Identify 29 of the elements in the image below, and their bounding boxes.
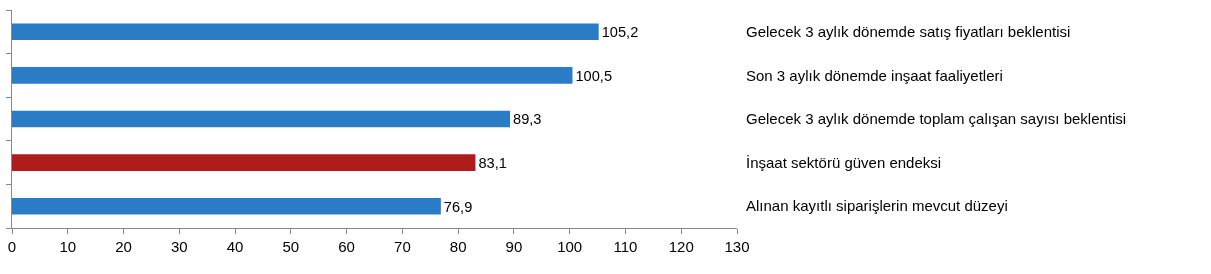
y-tick-label: Gelecek 3 aylık dönemde toplam çalışan sayısı beklentisi [746, 110, 1127, 128]
x-tick-label: 20 [115, 238, 132, 255]
x-tick-label: 0 [7, 238, 17, 255]
x-tick-label: 70 [394, 238, 411, 255]
y-tick-label: İnşaat sektörü güven endeksi [746, 153, 942, 171]
data-label: 100,5 [575, 67, 613, 84]
x-tick-label: 30 [170, 238, 188, 255]
y-tick-label: Alınan kayıtlı siparişlerin mevcut düzeyi [746, 197, 1008, 215]
x-tick-label: 40 [226, 238, 244, 255]
x-tick-label: 60 [338, 238, 355, 255]
bar [12, 110, 511, 128]
y-tick-label: Son 3 aylık dönemde inşaat faaliyetleri [746, 66, 1003, 84]
data-label: 83,1 [478, 154, 507, 171]
x-tick-label: 50 [282, 238, 300, 255]
x-tick-label: 130 [724, 238, 750, 255]
data-label: 89,3 [513, 111, 542, 128]
bar [12, 154, 476, 171]
bar [12, 67, 573, 84]
x-tick-label: 100 [557, 238, 583, 255]
bar [12, 197, 441, 215]
data-label: 76,9 [443, 198, 473, 215]
x-tick-label: 120 [668, 238, 694, 255]
bar [12, 23, 599, 41]
x-tick-label: 90 [505, 238, 523, 255]
x-tick-label: 110 [613, 238, 638, 255]
x-tick-label: 10 [59, 238, 77, 255]
x-tick-label: 80 [449, 238, 467, 255]
data-label: 105,2 [601, 24, 639, 41]
y-tick-label: Gelecek 3 aylık dönemde satış fiyatları beklentisi [746, 23, 1071, 41]
